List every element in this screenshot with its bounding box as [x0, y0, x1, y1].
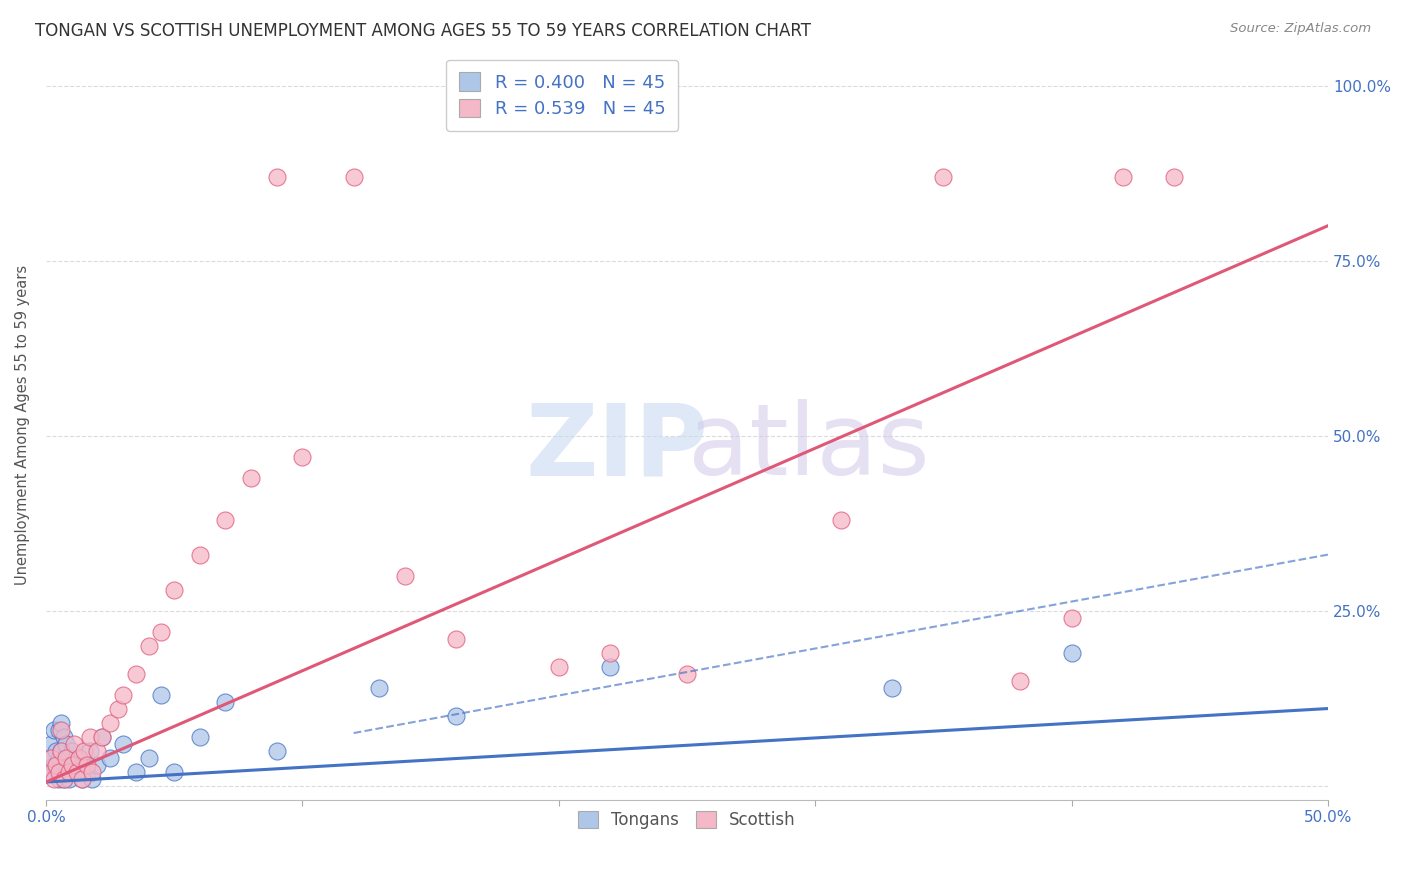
Point — [1163, 169, 1185, 184]
Point — [60, 757, 83, 772]
Point — [676, 666, 699, 681]
Point — [79, 730, 101, 744]
Point — [368, 681, 391, 695]
Point — [58, 764, 80, 779]
Point — [150, 688, 173, 702]
Point — [52, 772, 75, 786]
Point — [73, 757, 96, 772]
Point — [38, 750, 60, 764]
Point — [42, 723, 65, 737]
Point — [55, 737, 77, 751]
Point — [67, 750, 90, 764]
Point — [125, 764, 148, 779]
Y-axis label: Unemployment Among Ages 55 to 59 years: Unemployment Among Ages 55 to 59 years — [15, 265, 30, 585]
Point — [82, 764, 104, 779]
Point — [107, 701, 129, 715]
Point — [86, 757, 108, 772]
Point — [38, 764, 60, 779]
Point — [51, 743, 73, 757]
Text: Source: ZipAtlas.com: Source: ZipAtlas.com — [1230, 22, 1371, 36]
Point — [51, 764, 73, 779]
Point — [63, 757, 86, 772]
Point — [111, 737, 134, 751]
Point — [266, 169, 288, 184]
Point — [446, 708, 468, 723]
Point — [39, 737, 62, 751]
Point — [39, 750, 62, 764]
Point — [138, 639, 160, 653]
Point — [86, 743, 108, 757]
Point — [932, 169, 955, 184]
Point — [70, 772, 93, 786]
Text: TONGAN VS SCOTTISH UNEMPLOYMENT AMONG AGES 55 TO 59 YEARS CORRELATION CHART: TONGAN VS SCOTTISH UNEMPLOYMENT AMONG AG… — [35, 22, 811, 40]
Point — [599, 659, 621, 673]
Point — [138, 750, 160, 764]
Point — [42, 757, 65, 772]
Point — [98, 750, 121, 764]
Point — [76, 764, 98, 779]
Point — [66, 764, 89, 779]
Point — [66, 764, 89, 779]
Point — [882, 681, 904, 695]
Point — [76, 757, 98, 772]
Point — [60, 743, 83, 757]
Point — [48, 750, 70, 764]
Point — [42, 772, 65, 786]
Point — [266, 743, 288, 757]
Point — [58, 750, 80, 764]
Point — [55, 750, 77, 764]
Point — [82, 772, 104, 786]
Point — [547, 659, 569, 673]
Point — [111, 688, 134, 702]
Point — [1112, 169, 1135, 184]
Text: atlas: atlas — [688, 399, 929, 496]
Point — [214, 512, 236, 526]
Point — [91, 730, 114, 744]
Point — [52, 730, 75, 744]
Point — [291, 450, 314, 464]
Point — [45, 757, 67, 772]
Point — [73, 743, 96, 757]
Point — [58, 772, 80, 786]
Point — [60, 764, 83, 779]
Point — [45, 764, 67, 779]
Point — [52, 772, 75, 786]
Point — [214, 694, 236, 708]
Point — [70, 772, 93, 786]
Point — [67, 750, 90, 764]
Point — [125, 666, 148, 681]
Point — [343, 169, 366, 184]
Point — [45, 743, 67, 757]
Point — [98, 715, 121, 730]
Point — [830, 512, 852, 526]
Point — [240, 470, 263, 484]
Point — [1060, 646, 1083, 660]
Point — [79, 743, 101, 757]
Point — [51, 723, 73, 737]
Point — [1010, 673, 1032, 688]
Point — [48, 723, 70, 737]
Point — [599, 646, 621, 660]
Point — [163, 764, 186, 779]
Point — [150, 624, 173, 639]
Point — [48, 764, 70, 779]
Point — [51, 715, 73, 730]
Point — [51, 743, 73, 757]
Point — [1060, 610, 1083, 624]
Point — [52, 750, 75, 764]
Point — [394, 568, 416, 582]
Point — [188, 548, 211, 562]
Legend: Tongans, Scottish: Tongans, Scottish — [571, 805, 803, 836]
Point — [163, 582, 186, 597]
Text: ZIP: ZIP — [524, 399, 709, 496]
Point — [446, 632, 468, 646]
Point — [48, 772, 70, 786]
Point — [91, 730, 114, 744]
Point — [188, 730, 211, 744]
Point — [63, 737, 86, 751]
Point — [55, 764, 77, 779]
